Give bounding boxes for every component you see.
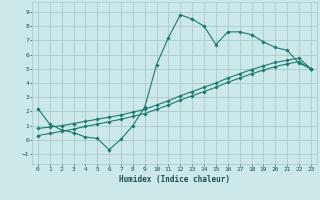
X-axis label: Humidex (Indice chaleur): Humidex (Indice chaleur) xyxy=(119,175,230,184)
